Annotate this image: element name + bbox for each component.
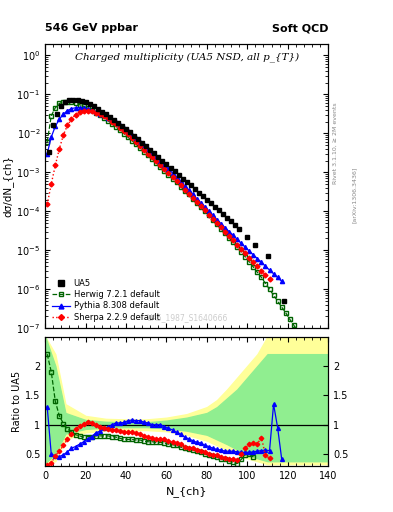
Text: Charged multiplicity (UA5 NSD, all p_{T}): Charged multiplicity (UA5 NSD, all p_{T}… (75, 52, 299, 62)
Text: UA5_1987_S1640666: UA5_1987_S1640666 (146, 313, 228, 323)
Legend: UA5, Herwig 7.2.1 default, Pythia 8.308 default, Sherpa 2.2.9 default: UA5, Herwig 7.2.1 default, Pythia 8.308 … (50, 277, 162, 324)
Y-axis label: dσ/dN_{ch}: dσ/dN_{ch} (2, 155, 13, 217)
Text: [arXiv:1306.3436]: [arXiv:1306.3436] (352, 166, 357, 223)
X-axis label: N_{ch}: N_{ch} (166, 486, 208, 497)
Y-axis label: Ratio to UA5: Ratio to UA5 (12, 371, 22, 432)
Text: Soft QCD: Soft QCD (272, 23, 328, 33)
Text: Rivet 3.1.10, ≥ 2M events: Rivet 3.1.10, ≥ 2M events (333, 102, 338, 184)
Text: 546 GeV ppbar: 546 GeV ppbar (45, 23, 138, 33)
